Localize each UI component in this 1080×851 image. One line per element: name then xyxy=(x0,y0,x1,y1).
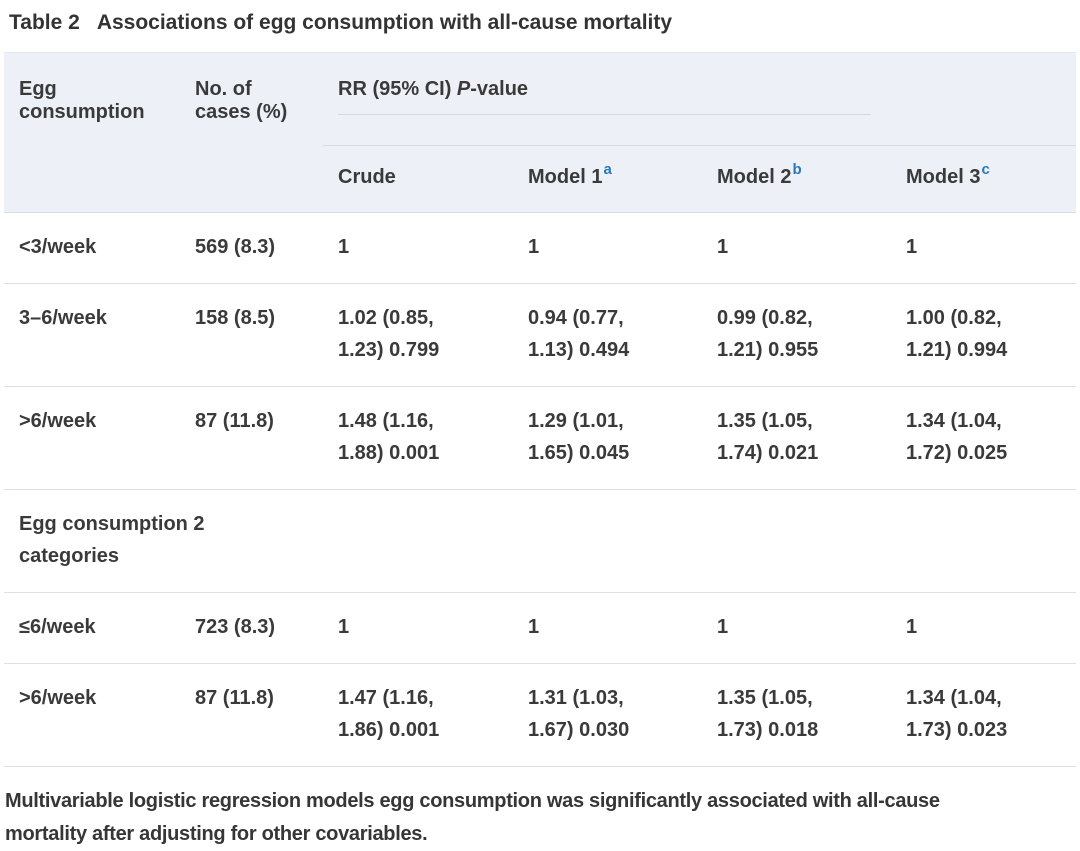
row-label: <3/week xyxy=(19,236,97,258)
section-header: Egg consumption 2 categories xyxy=(4,508,1076,572)
results-table: Egg consumption No. of cases (%) RR (95%… xyxy=(4,52,1076,767)
table-row: 3–6/week 158 (8.5) 1.02 (0.85, 1.23) 0.7… xyxy=(4,284,1076,387)
table-number-label: Table 2 xyxy=(9,11,80,34)
model2-cell: 1 xyxy=(702,611,891,643)
cell-text: 1.02 (0.85, 1.23) 0.799 xyxy=(338,307,440,361)
header-text: Crude xyxy=(338,166,396,188)
cell-text: 1.47 (1.16, 1.86) 0.001 xyxy=(338,687,440,741)
model2-cell: 1.35 (1.05, 1.73) 0.018 xyxy=(702,682,891,746)
crude-cell: 1.48 (1.16, 1.88) 0.001 xyxy=(323,405,513,469)
cell-text: 1.35 (1.05, 1.74) 0.021 xyxy=(717,410,819,464)
header-egg-consumption: Egg consumption xyxy=(4,53,180,212)
spanner-suffix: -value xyxy=(470,78,529,100)
cell-text: 1 xyxy=(906,616,918,638)
footnote-marker-a: a xyxy=(603,161,612,178)
cell-text: 1 xyxy=(528,616,540,638)
cell-text: 0.99 (0.82, 1.21) 0.955 xyxy=(717,307,819,361)
row-label: >6/week xyxy=(19,687,97,709)
spanner-underline xyxy=(338,114,871,115)
cell-text: 1.48 (1.16, 1.88) 0.001 xyxy=(338,410,440,464)
table-title: Table 2 Associations of egg consumption … xyxy=(0,0,1080,35)
cell-text: 1 xyxy=(528,236,540,258)
table-header: Egg consumption No. of cases (%) RR (95%… xyxy=(4,52,1076,213)
model3-cell: 1.34 (1.04, 1.73) 0.023 xyxy=(891,682,1076,746)
crude-cell: 1 xyxy=(323,611,513,643)
header-text: Model 3 xyxy=(906,166,981,188)
cell-text: 1.31 (1.03, 1.67) 0.030 xyxy=(528,687,630,741)
cases-cell: 87 (11.8) xyxy=(195,410,274,432)
header-text: Egg consumption xyxy=(19,78,145,123)
header-model-1: Model 1a xyxy=(513,146,702,212)
model2-cell: 0.99 (0.82, 1.21) 0.955 xyxy=(702,302,891,366)
table-footnote: Multivariable logistic regression models… xyxy=(5,790,940,845)
table-row: ≤6/week 723 (8.3) 1 1 1 1 xyxy=(4,593,1076,664)
cell-text: 1 xyxy=(338,236,350,258)
header-text: Model 1 xyxy=(528,166,603,188)
header-crude: Crude xyxy=(323,146,513,212)
model3-cell: 1 xyxy=(891,231,1076,263)
row-label: ≤6/week xyxy=(19,616,96,638)
table-row: <3/week 569 (8.3) 1 1 1 1 xyxy=(4,213,1076,284)
footnote-marker-c: c xyxy=(981,161,990,178)
row-label: >6/week xyxy=(19,410,97,432)
cell-text: 1 xyxy=(338,616,350,638)
row-label: 3–6/week xyxy=(19,307,107,329)
cell-text: 1.29 (1.01, 1.65) 0.045 xyxy=(528,410,630,464)
crude-cell: 1.47 (1.16, 1.86) 0.001 xyxy=(323,682,513,746)
table-title-text: Associations of egg consumption with all… xyxy=(96,11,673,34)
cell-text: 1.00 (0.82, 1.21) 0.994 xyxy=(906,307,1008,361)
header-model-2: Model 2b xyxy=(702,146,891,212)
header-no-of-cases: No. of cases (%) xyxy=(180,53,323,212)
crude-cell: 1 xyxy=(323,231,513,263)
cases-cell: 87 (11.8) xyxy=(195,687,274,709)
footnote-marker-b: b xyxy=(792,161,802,178)
table-row: >6/week 87 (11.8) 1.48 (1.16, 1.88) 0.00… xyxy=(4,387,1076,490)
model1-cell: 0.94 (0.77, 1.13) 0.494 xyxy=(513,302,702,366)
cell-text: 1.34 (1.04, 1.72) 0.025 xyxy=(906,410,1008,464)
header-text: Model 2 xyxy=(717,166,792,188)
table-row: >6/week 87 (11.8) 1.47 (1.16, 1.86) 0.00… xyxy=(4,664,1076,767)
cases-cell: 158 (8.5) xyxy=(195,307,276,329)
model2-cell: 1 xyxy=(702,231,891,263)
header-text: No. of cases (%) xyxy=(195,78,288,123)
cases-cell: 723 (8.3) xyxy=(195,616,276,638)
cell-text: 0.94 (0.77, 1.13) 0.494 xyxy=(528,307,630,361)
model1-cell: 1 xyxy=(513,611,702,643)
model1-cell: 1.31 (1.03, 1.67) 0.030 xyxy=(513,682,702,746)
cell-text: 1 xyxy=(906,236,918,258)
spanner-p-italic: P xyxy=(456,78,471,100)
header-rr-spanner: RR (95% CI) P-value xyxy=(323,53,1076,146)
header-model-3: Model 3c xyxy=(891,146,1076,212)
crude-cell: 1.02 (0.85, 1.23) 0.799 xyxy=(323,302,513,366)
cases-cell: 569 (8.3) xyxy=(195,236,276,258)
model3-cell: 1 xyxy=(891,611,1076,643)
section-header-text: Egg consumption 2 categories xyxy=(19,513,205,567)
spanner-prefix: RR (95% CI) xyxy=(338,78,457,100)
model2-cell: 1.35 (1.05, 1.74) 0.021 xyxy=(702,405,891,469)
model1-cell: 1 xyxy=(513,231,702,263)
section-header-row: Egg consumption 2 categories xyxy=(4,490,1076,593)
spanner-text: RR (95% CI) P-value xyxy=(338,78,528,100)
cell-text: 1.34 (1.04, 1.73) 0.023 xyxy=(906,687,1008,741)
model3-cell: 1.00 (0.82, 1.21) 0.994 xyxy=(891,302,1076,366)
cell-text: 1 xyxy=(717,236,729,258)
cell-text: 1.35 (1.05, 1.73) 0.018 xyxy=(717,687,819,741)
cell-text: 1 xyxy=(717,616,729,638)
model1-cell: 1.29 (1.01, 1.65) 0.045 xyxy=(513,405,702,469)
model3-cell: 1.34 (1.04, 1.72) 0.025 xyxy=(891,405,1076,469)
